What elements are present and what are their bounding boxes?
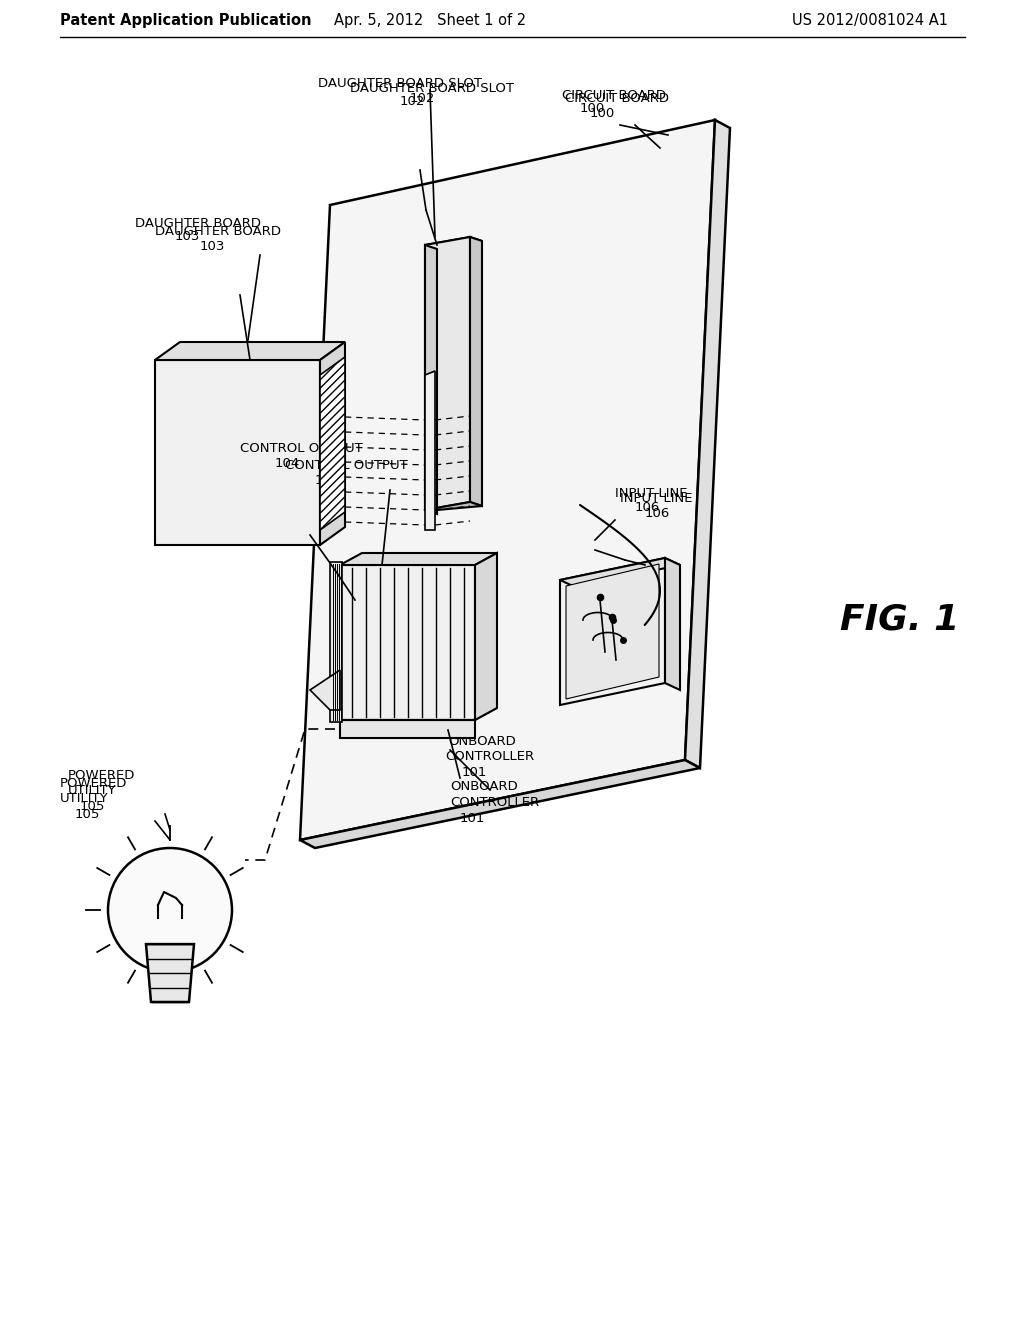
Polygon shape	[560, 558, 680, 587]
Polygon shape	[300, 760, 700, 847]
Polygon shape	[155, 342, 345, 360]
Text: Patent Application Publication: Patent Application Publication	[60, 12, 311, 28]
Polygon shape	[425, 246, 437, 513]
Polygon shape	[155, 360, 319, 545]
Text: Apr. 5, 2012   Sheet 1 of 2: Apr. 5, 2012 Sheet 1 of 2	[334, 12, 526, 28]
Text: CIRCUIT BOARD: CIRCUIT BOARD	[565, 92, 669, 106]
Polygon shape	[340, 553, 497, 565]
Text: US 2012/0081024 A1: US 2012/0081024 A1	[792, 12, 948, 28]
Text: POWERED: POWERED	[60, 777, 127, 789]
Polygon shape	[425, 238, 482, 249]
Polygon shape	[425, 238, 470, 510]
Polygon shape	[340, 565, 475, 719]
Text: CONTROLLER: CONTROLLER	[445, 750, 535, 763]
Text: CONTROL OUTPUT: CONTROL OUTPUT	[240, 442, 362, 455]
Text: 105: 105	[75, 808, 100, 821]
Text: 101: 101	[462, 766, 487, 779]
Polygon shape	[300, 120, 715, 840]
Text: ONBOARD: ONBOARD	[450, 780, 518, 793]
Polygon shape	[560, 558, 665, 705]
Polygon shape	[665, 558, 680, 690]
Polygon shape	[475, 553, 497, 719]
Text: 100: 100	[580, 102, 605, 115]
Text: 106: 106	[645, 507, 671, 520]
Text: DAUGHTER BOARD: DAUGHTER BOARD	[135, 216, 261, 230]
Text: DAUGHTER BOARD SLOT: DAUGHTER BOARD SLOT	[350, 82, 514, 95]
Text: CIRCUIT BOARD: CIRCUIT BOARD	[562, 88, 666, 102]
Text: FIG. 1: FIG. 1	[840, 603, 959, 638]
Polygon shape	[425, 502, 482, 510]
Text: DAUGHTER BOARD: DAUGHTER BOARD	[155, 224, 281, 238]
Text: CONTROLLER: CONTROLLER	[450, 796, 539, 809]
Polygon shape	[319, 342, 345, 545]
Text: 101: 101	[460, 812, 485, 825]
Polygon shape	[310, 671, 340, 710]
Polygon shape	[470, 238, 482, 506]
Polygon shape	[319, 356, 345, 531]
Text: DAUGHTER BOARD SLOT: DAUGHTER BOARD SLOT	[318, 77, 482, 90]
Text: ONBOARD: ONBOARD	[449, 735, 516, 748]
Text: CONTROL OUTPUT: CONTROL OUTPUT	[285, 459, 408, 473]
Text: INPUT LINE: INPUT LINE	[615, 487, 687, 500]
Polygon shape	[425, 371, 435, 531]
Text: 105: 105	[80, 800, 105, 813]
Polygon shape	[340, 708, 497, 719]
Polygon shape	[566, 564, 659, 700]
Text: POWERED: POWERED	[68, 770, 135, 781]
Text: UTILITY: UTILITY	[68, 784, 117, 797]
Text: 103: 103	[175, 230, 201, 243]
Text: 104: 104	[275, 457, 300, 470]
Text: 104: 104	[315, 474, 340, 487]
Circle shape	[108, 847, 232, 972]
Polygon shape	[685, 120, 730, 768]
Text: 102: 102	[410, 92, 434, 106]
Polygon shape	[146, 944, 194, 1002]
Text: INPUT LINE: INPUT LINE	[620, 492, 692, 506]
Text: 103: 103	[200, 240, 225, 253]
Text: 106: 106	[635, 502, 660, 513]
Text: 100: 100	[590, 107, 615, 120]
Polygon shape	[330, 562, 342, 722]
Text: UTILITY: UTILITY	[60, 792, 109, 805]
Polygon shape	[340, 719, 475, 738]
Text: 102: 102	[400, 95, 425, 108]
